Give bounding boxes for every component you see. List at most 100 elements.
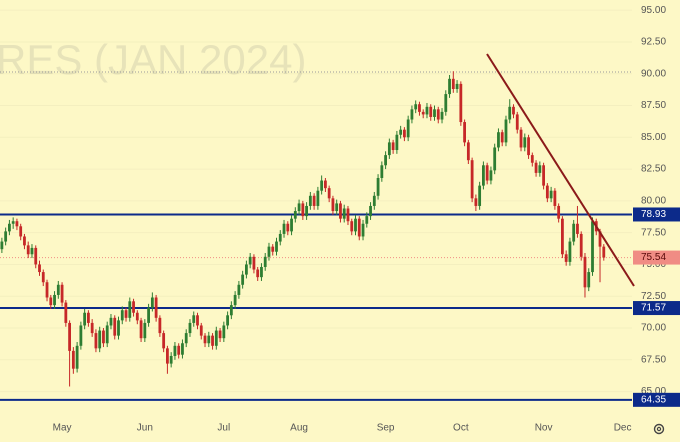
candle-body [354,218,357,232]
candle-body [316,190,320,206]
candle-body [391,142,395,151]
candle-body [248,256,252,265]
candle-body [350,221,354,232]
x-tick-label: Oct [453,423,469,434]
candle-body [399,129,403,135]
candle-body [448,78,451,95]
candle-body [34,247,38,265]
candle-body [564,254,568,262]
candle-body [376,177,380,196]
candle-body [282,223,286,234]
candle-body [478,185,482,206]
candle-body [568,241,572,262]
candle-body [512,106,515,115]
y-tick-label: 80.00 [641,196,666,207]
gear-outer [653,423,665,435]
candle-body [162,333,166,349]
candle-body [406,119,410,138]
candle-body [301,203,305,217]
candle-body [139,320,143,339]
level-label: 64.35 [641,394,666,405]
candle-body [143,322,147,339]
trend-line [486,53,635,287]
y-tick-label: 95.00 [641,5,666,16]
candle-body [474,198,478,206]
candle-body [211,335,214,346]
candle-body [56,284,60,295]
candle-body [534,162,538,173]
candle-body [11,221,15,224]
candle-body [15,221,19,227]
axis-area: 65.00 67.50 70.00 72.50 75.00 77.50 80.00 82.50… [53,5,680,434]
candle-body [455,83,459,89]
last-price-box [633,250,680,265]
candle-body [545,185,549,199]
candle-body [45,282,49,298]
candle-body [380,165,384,178]
candle-body [444,94,448,112]
candle-body [19,226,23,237]
candle-body [120,310,124,321]
candle-body [421,111,425,115]
settings-icon[interactable] [653,423,665,435]
candle-body [466,142,470,161]
candle-body [591,221,594,273]
candle-body [222,325,226,339]
candle-body [267,246,271,257]
candle-body [188,322,192,334]
candle-body [38,264,41,273]
candle-body [286,223,290,232]
candle-body [515,114,519,130]
level-label-box [633,301,680,316]
candle-body [361,223,365,237]
candle-body [429,106,433,117]
candle-body [132,301,135,313]
candle-body [436,109,440,120]
level-label: 78.93 [641,209,666,220]
candle-body [579,233,583,257]
candle-body [98,330,102,349]
candle-body [493,147,497,171]
candle-body [342,208,346,219]
candle-body [523,137,527,148]
candle-body [79,325,83,346]
plot-area [0,71,632,401]
candle-body [241,274,245,285]
candle-body [192,315,196,323]
candle-body [538,165,542,173]
candle-body [147,307,150,323]
candle-body [339,203,342,219]
candle-body [372,195,376,206]
candle-body [403,129,406,138]
candle-body [587,272,591,288]
candle-body [214,330,218,346]
candle-body [90,322,94,334]
x-tick-label: Sep [377,423,395,434]
candle-body [297,203,301,212]
candle-body [71,350,75,369]
candle-body [497,132,500,148]
candle-body [553,190,557,206]
candle-body [207,335,211,344]
level-label: 71.57 [641,303,666,314]
candle-body [64,302,68,323]
candle-body [256,269,260,278]
candle-body [105,325,109,344]
candle-body [530,155,534,163]
candle-body [365,216,369,224]
y-tick-label: 70.00 [641,323,666,334]
candle-body [75,345,79,369]
x-tick-label: May [53,423,72,434]
candle-body [305,205,308,217]
level-label-box [633,207,680,222]
y-tick-label: 65.00 [641,386,666,397]
candle-body [154,297,158,318]
candle-body [324,180,327,189]
candle-body [508,106,512,120]
candle-body [357,218,361,237]
x-tick-label: Jun [137,423,153,434]
candle-body [184,333,188,344]
y-tick-label: 85.00 [641,132,666,143]
